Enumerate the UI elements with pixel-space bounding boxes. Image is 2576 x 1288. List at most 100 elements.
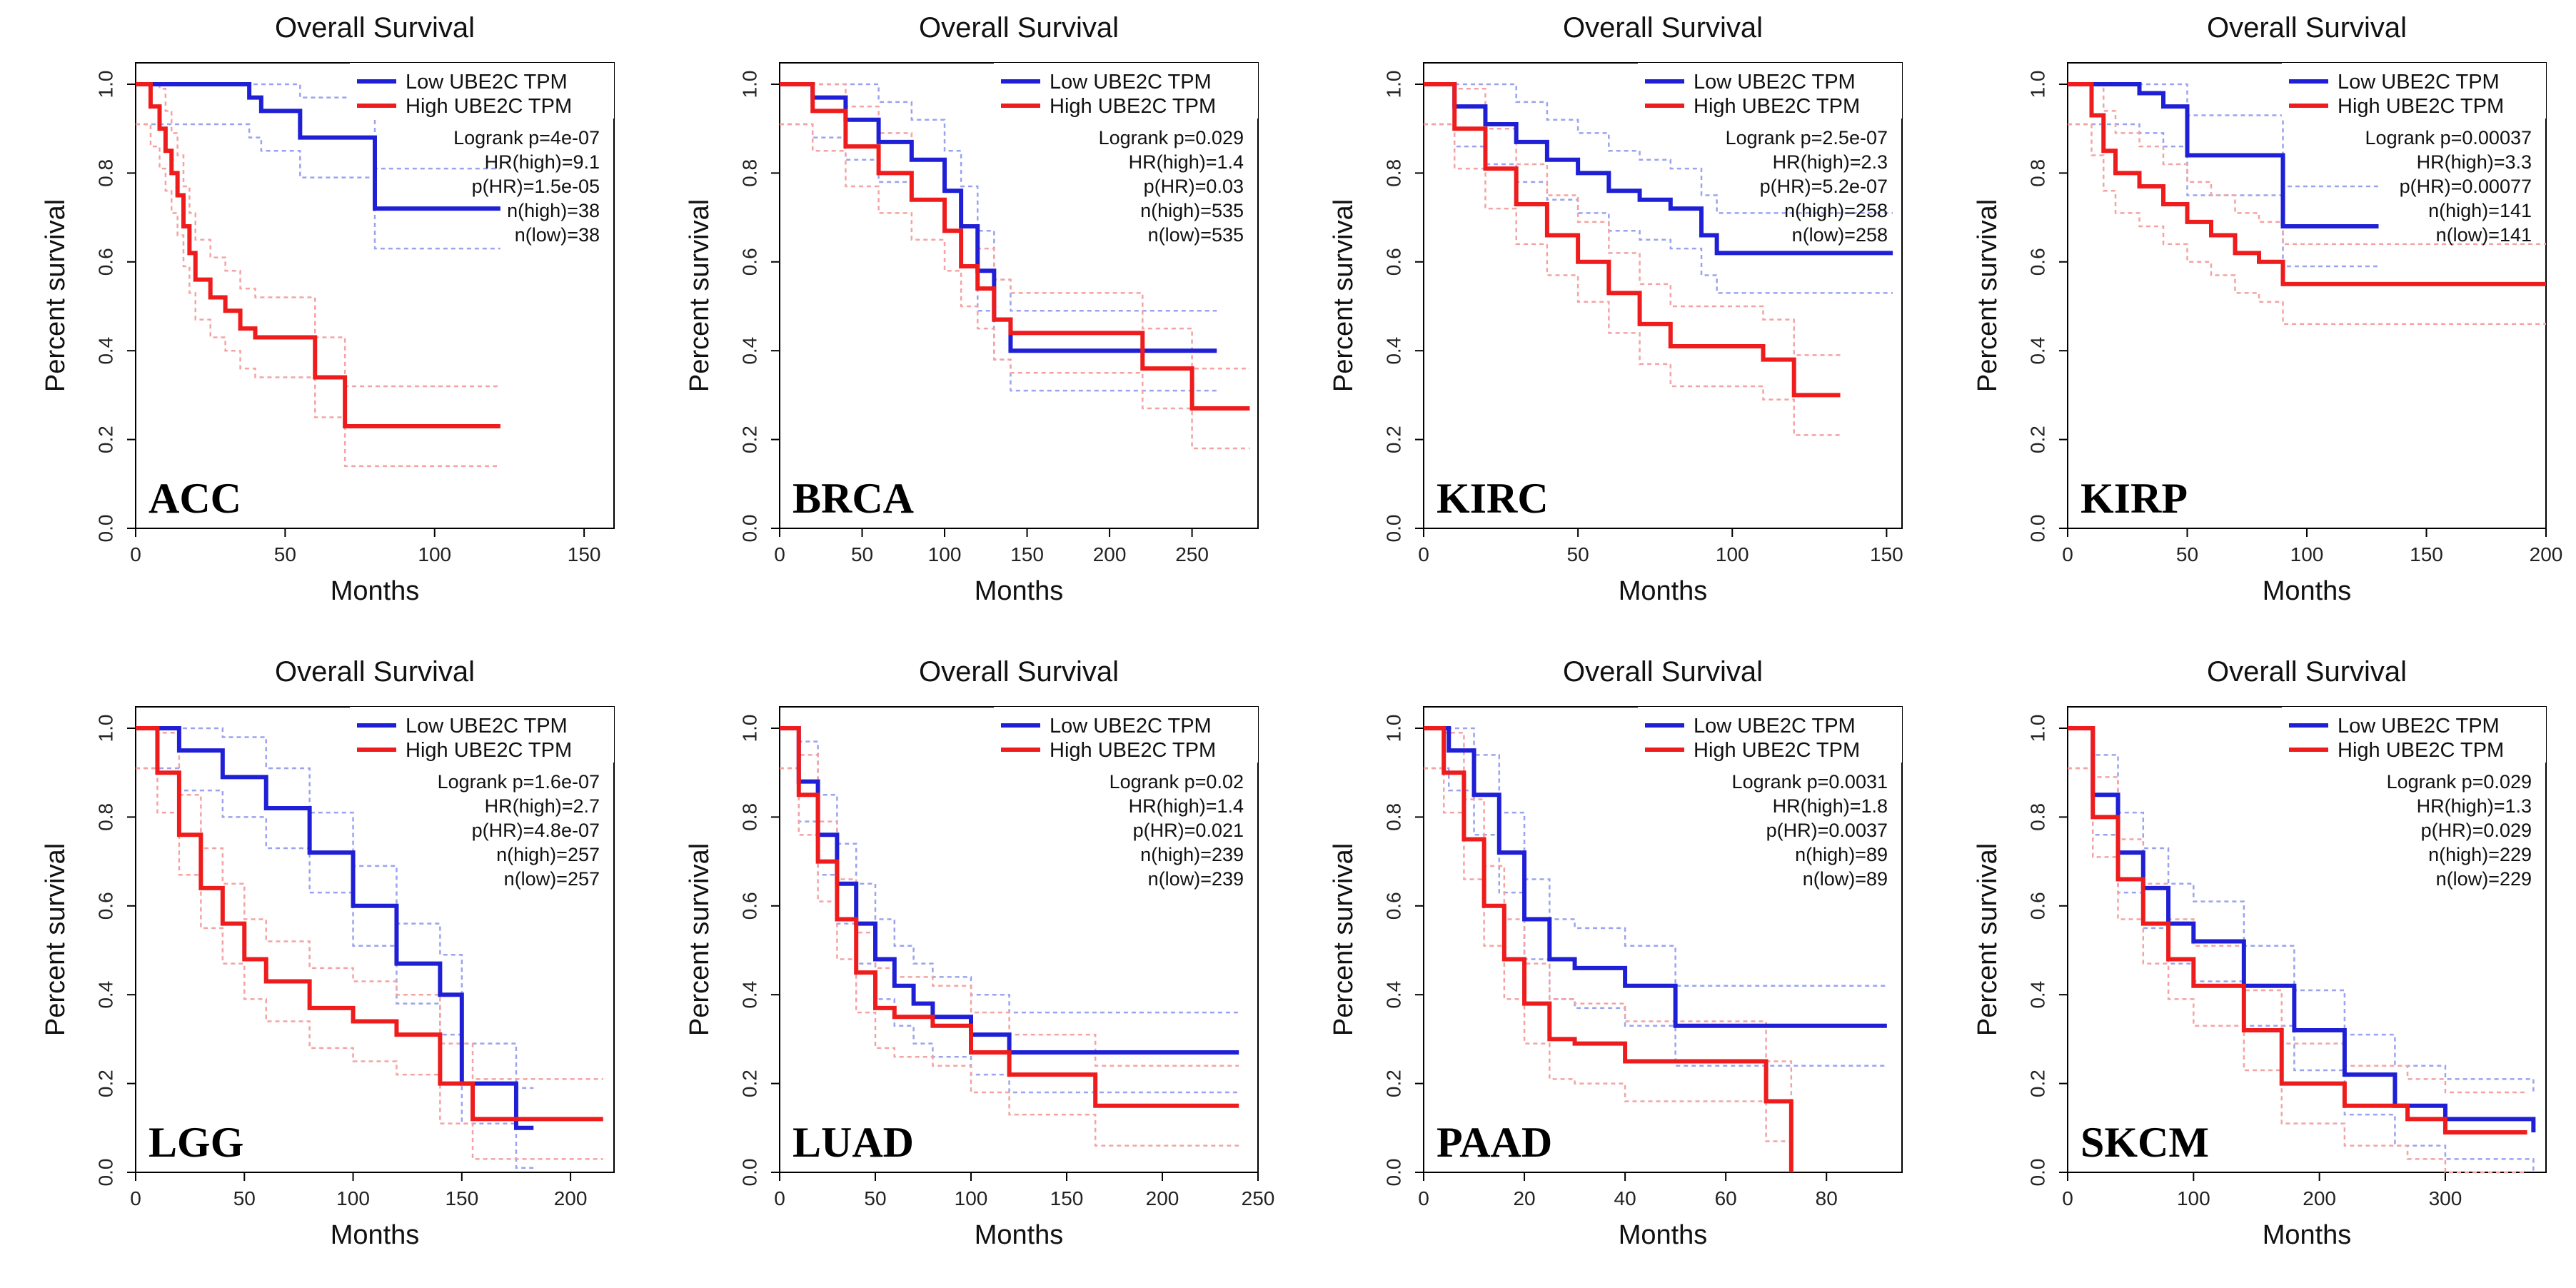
x-tick-label: 0 (1418, 543, 1429, 565)
ci-band-high (1424, 123, 1841, 436)
x-axis-label: Months (975, 576, 1064, 606)
legend-box (1638, 707, 1902, 763)
stat-line: p(HR)=0.00077 (2400, 176, 2532, 197)
stat-line: Logrank p=0.00037 (2365, 127, 2532, 149)
series-line-high (780, 82, 1250, 411)
panel-acc: Overall Survival 0.0 0.2 0.4 0.6 0.8 1.0 0 50 100… (0, 0, 644, 644)
y-tick-label: 0.0 (738, 1159, 760, 1187)
series-line-high (780, 726, 1239, 1108)
series-line-high (2068, 82, 2546, 286)
x-tick-label: 100 (928, 543, 962, 565)
x-tick-label: 100 (955, 1187, 988, 1209)
stat-line: Logrank p=2.5e-07 (1726, 127, 1888, 149)
chart-title: Overall Survival (2207, 656, 2407, 688)
legend-entry: Low UBE2C TPM (406, 715, 568, 738)
x-tick-label: 50 (864, 1187, 886, 1209)
stat-line: p(HR)=4.8e-07 (472, 820, 600, 841)
x-tick-label: 200 (2303, 1187, 2336, 1209)
y-tick-label: 0.0 (94, 1159, 116, 1187)
legend-entry: Low UBE2C TPM (1050, 715, 1212, 738)
ci-band-high (136, 123, 500, 468)
legend-entry: Low UBE2C TPM (406, 71, 568, 94)
x-tick-label: 40 (1614, 1187, 1636, 1209)
cancer-type-label: KIRP (2081, 475, 2188, 522)
x-axis-label: Months (2263, 1220, 2352, 1250)
ci-band-high (780, 767, 1239, 1147)
stat-line: p(HR)=0.029 (2421, 820, 2532, 841)
y-tick-label: 0.2 (738, 426, 760, 453)
panel-brca: Overall Survival 0.0 0.2 0.4 0.6 0.8 1.0 0 50 100… (644, 0, 1288, 644)
stat-line: HR(high)=1.8 (1773, 795, 1888, 817)
stat-line: HR(high)=1.4 (1129, 151, 1244, 173)
y-tick-label: 0.8 (2026, 803, 2048, 831)
stat-line: n(high)=89 (1795, 844, 1888, 865)
x-axis-label: Months (331, 576, 420, 606)
ci-band-high (2068, 83, 2546, 246)
legend-box (1638, 63, 1902, 119)
km-plot-brca: Overall Survival 0.0 0.2 0.4 0.6 0.8 1.0 0 50 100… (685, 12, 1259, 606)
stat-line: Logrank p=0.0031 (1732, 771, 1888, 793)
stat-line: n(low)=141 (2436, 224, 2532, 246)
x-tick-label: 300 (2429, 1187, 2462, 1209)
x-tick-label: 200 (1146, 1187, 1179, 1209)
chart-title: Overall Survival (1563, 12, 1763, 44)
stat-line: HR(high)=2.7 (485, 795, 600, 817)
ci-band-low (1424, 767, 1887, 1067)
x-axis-label: Months (1619, 1220, 1708, 1250)
cancer-type-label: PAAD (1437, 1119, 1552, 1166)
legend-entry: High UBE2C TPM (1050, 739, 1216, 762)
chart-title: Overall Survival (1563, 656, 1763, 688)
y-axis-label: Percent survival (1329, 199, 1359, 392)
ci-band-high (136, 83, 500, 388)
y-tick-label: 0.6 (94, 892, 116, 920)
series-line-high (1424, 726, 1793, 1172)
stat-line: HR(high)=2.3 (1773, 151, 1888, 173)
ci-band-low (1424, 83, 1893, 214)
legend-entry: High UBE2C TPM (406, 739, 572, 762)
series-line-low (2068, 82, 2379, 229)
x-tick-label: 0 (130, 1187, 141, 1209)
ci-band-low (1424, 727, 1887, 987)
panel-luad: Overall Survival 0.0 0.2 0.4 0.6 0.8 1.0 0 50 100… (644, 644, 1288, 1288)
ci-band-high (1424, 83, 1841, 356)
y-tick-label: 1.0 (94, 715, 116, 743)
x-tick-label: 150 (2410, 543, 2443, 565)
y-axis-label: Percent survival (685, 843, 715, 1036)
x-axis-label: Months (1619, 576, 1708, 606)
cancer-type-label: BRCA (793, 475, 914, 522)
stat-line: Logrank p=0.02 (1110, 771, 1244, 793)
legend-entry: High UBE2C TPM (1694, 739, 1860, 762)
panel-paad: Overall Survival 0.0 0.2 0.4 0.6 0.8 1.0 0 20 40 6… (1288, 644, 1932, 1288)
y-tick-label: 0.0 (1382, 1159, 1404, 1187)
series-line-high (136, 82, 500, 428)
x-tick-label: 20 (1513, 1187, 1535, 1209)
x-axis-label: Months (975, 1220, 1064, 1250)
km-plot-lgg: Overall Survival 0.0 0.2 0.4 0.6 0.8 1.0 0 50 100… (41, 656, 615, 1250)
chart-title: Overall Survival (919, 656, 1119, 688)
y-tick-label: 0.0 (1382, 515, 1404, 543)
y-tick-label: 0.2 (738, 1070, 760, 1097)
series-line-low (136, 726, 534, 1130)
y-tick-label: 0.4 (738, 981, 760, 1009)
x-tick-label: 50 (274, 543, 296, 565)
x-tick-label: 0 (2062, 1187, 2073, 1209)
panel-kirc: Overall Survival 0.0 0.2 0.4 0.6 0.8 1.0 0 50 100… (1288, 0, 1932, 644)
y-tick-label: 0.6 (94, 248, 116, 276)
km-plot-skcm: Overall Survival 0.0 0.2 0.4 0.6 0.8 1.0 0 100 20… (1973, 656, 2547, 1250)
ci-band-low (136, 767, 534, 1169)
ci-band-high (2068, 123, 2546, 326)
x-tick-label: 50 (2176, 543, 2198, 565)
y-tick-label: 0.6 (1382, 248, 1404, 276)
cancer-type-label: LUAD (793, 1119, 914, 1166)
y-tick-label: 0.4 (738, 337, 760, 365)
y-tick-label: 0.4 (2026, 981, 2048, 1009)
y-tick-label: 0.8 (1382, 159, 1404, 187)
chart-title: Overall Survival (275, 12, 475, 44)
legend-box (2282, 63, 2546, 119)
cancer-type-label: LGG (149, 1119, 243, 1166)
stat-line: n(low)=257 (504, 868, 600, 890)
x-tick-label: 0 (2062, 543, 2073, 565)
ci-band-high (780, 123, 1250, 450)
stat-line: n(high)=229 (2428, 844, 2532, 865)
legend-entry: Low UBE2C TPM (1694, 715, 1856, 738)
